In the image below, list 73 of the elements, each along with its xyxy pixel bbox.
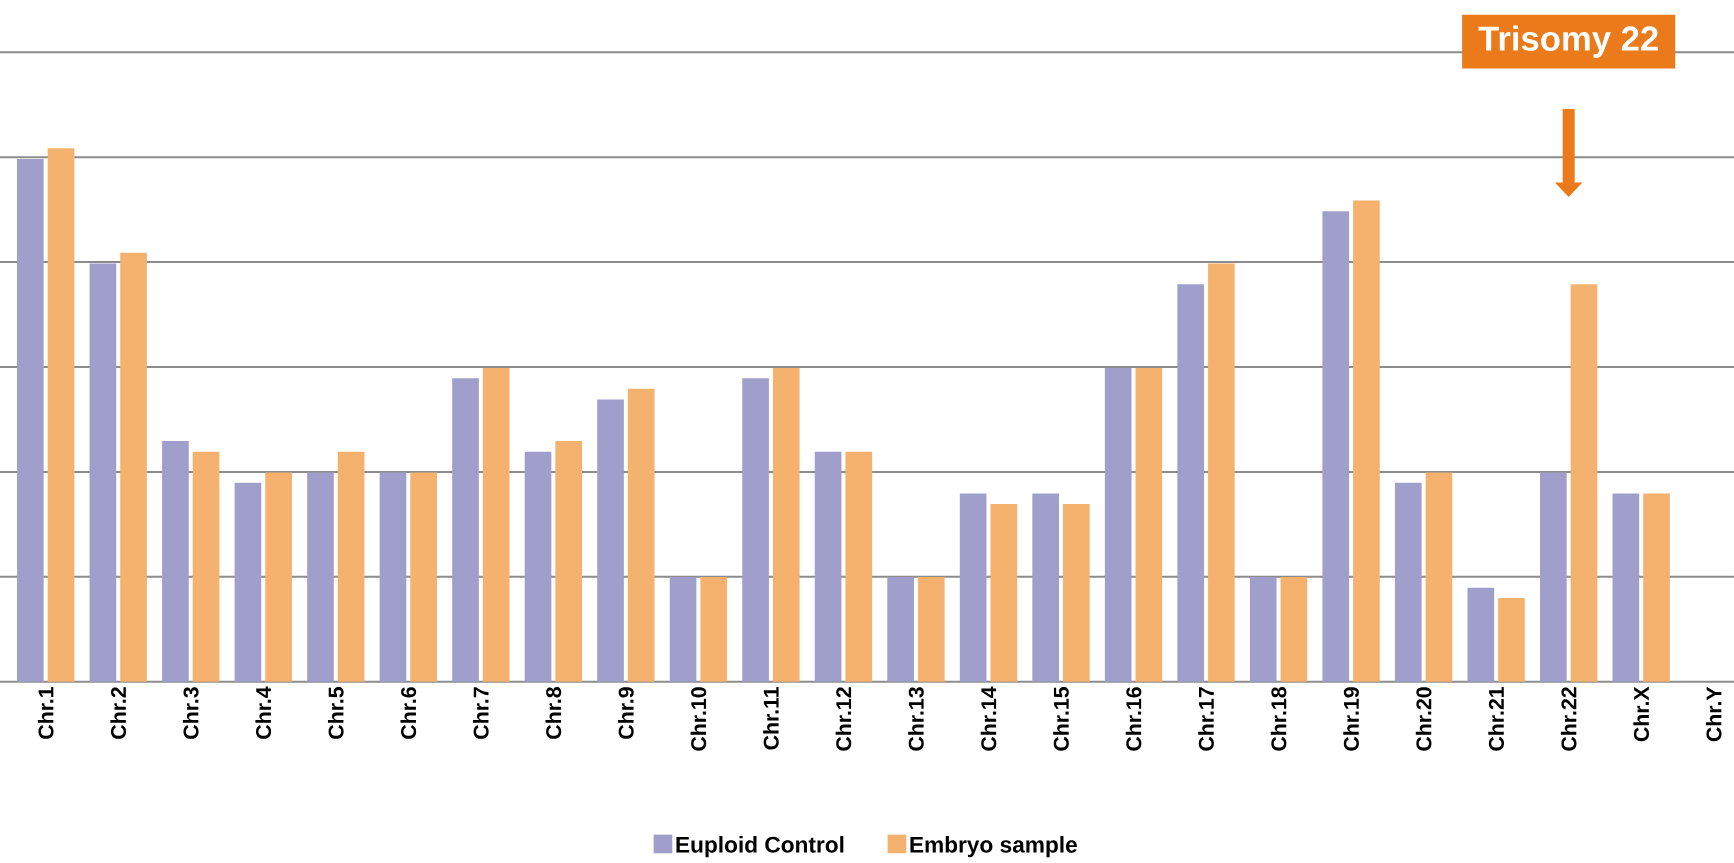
bar xyxy=(265,472,292,682)
bar xyxy=(814,451,842,682)
bar xyxy=(1498,597,1525,682)
x-tick-label: Chr.2 xyxy=(110,687,127,739)
bar xyxy=(524,451,552,682)
bar xyxy=(337,451,365,682)
bar xyxy=(1353,200,1380,682)
bar xyxy=(555,441,583,682)
bar xyxy=(772,368,800,682)
bar xyxy=(742,378,769,682)
bar xyxy=(990,504,1018,682)
bar xyxy=(234,482,262,682)
x-tick-label: Chr.3 xyxy=(182,687,199,739)
bar xyxy=(597,399,624,682)
bar xyxy=(1570,284,1598,682)
x-tick-label: Chr.X xyxy=(1633,686,1650,742)
bar xyxy=(1135,368,1163,682)
bar xyxy=(1249,577,1277,682)
x-tick-label: Chr.19 xyxy=(1343,687,1359,751)
x-tick-label: Chr.20 xyxy=(1415,687,1432,751)
bar xyxy=(1467,587,1495,682)
bar xyxy=(482,368,510,682)
x-tick-label: Chr.17 xyxy=(1198,687,1214,751)
x-tick-label: Chr.22 xyxy=(1560,687,1577,751)
bar xyxy=(47,148,75,682)
bar xyxy=(1280,577,1308,682)
bar xyxy=(379,472,407,682)
x-tick-label: Chr.11 xyxy=(763,686,779,750)
bar xyxy=(917,577,945,682)
bar xyxy=(192,451,220,682)
x-tick-label: Chr.Y xyxy=(1705,686,1722,742)
bar xyxy=(1177,284,1205,682)
text: Trisomy 22 xyxy=(1478,25,1658,58)
bar xyxy=(307,472,334,682)
bar xyxy=(1032,493,1060,682)
x-tick-label: Chr.8 xyxy=(545,687,562,739)
x-tick-label: Chr.15 xyxy=(1053,686,1069,751)
legend-label: Euploid Control xyxy=(676,836,844,858)
bar xyxy=(120,252,147,682)
x-tick-label: Chr.1 xyxy=(37,686,54,739)
bar xyxy=(1394,482,1422,682)
x-tick-label: Chr.13 xyxy=(908,687,924,751)
bar xyxy=(410,472,437,682)
bar xyxy=(700,577,728,682)
bar xyxy=(669,577,697,682)
bar xyxy=(959,493,987,682)
x-tick-label: Chr.10 xyxy=(690,687,707,751)
legend-label: Embryo sample xyxy=(910,836,1077,858)
bar xyxy=(89,263,117,682)
x-tick-label: Chr.4 xyxy=(255,686,272,739)
x-tick-label: Chr.12 xyxy=(835,687,852,751)
bar xyxy=(1104,368,1132,682)
x-tick-label: Chr.9 xyxy=(618,687,634,739)
bar xyxy=(845,451,873,682)
x-tick-label: Chr.16 xyxy=(1125,687,1142,751)
x-tick-label: Chr.7 xyxy=(473,687,489,739)
bar xyxy=(17,158,44,682)
bar xyxy=(452,378,479,682)
bar xyxy=(1425,472,1453,682)
bar xyxy=(162,441,189,682)
bar xyxy=(887,577,914,682)
bar xyxy=(1539,472,1567,682)
bar xyxy=(1612,493,1640,682)
x-tick-label: Chr.14 xyxy=(980,686,997,751)
x-tick-label: Chr.6 xyxy=(400,687,417,739)
bar xyxy=(627,388,655,682)
bar xyxy=(1063,504,1090,682)
bar xyxy=(1643,493,1670,682)
bar xyxy=(1322,211,1350,682)
bar xyxy=(1208,263,1235,682)
x-tick-label: Chr.18 xyxy=(1270,687,1287,751)
x-tick-label: Chr.21 xyxy=(1488,686,1504,751)
x-tick-label: Chr.5 xyxy=(327,686,344,739)
